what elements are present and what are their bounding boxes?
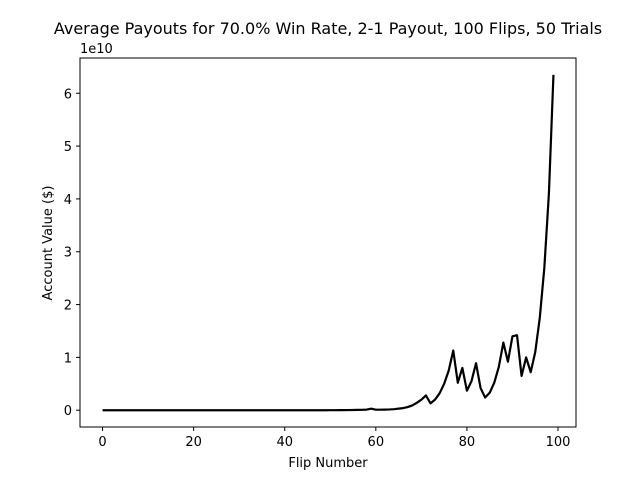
y-tick-label: 5 [64,140,72,155]
x-axis-label: Flip Number [288,456,368,471]
y-tick-label: 4 [64,193,72,208]
chart-title: Average Payouts for 70.0% Win Rate, 2-1 … [54,19,602,38]
y-offset-text: 1e10 [80,42,113,57]
x-tick-label: 100 [546,435,571,450]
x-tick-label: 0 [98,435,106,450]
line-series [102,74,555,412]
y-tick-label: 2 [64,299,72,314]
y-tick-label: 6 [64,87,72,102]
x-tick-label: 40 [276,435,293,450]
y-tick-label: 3 [64,246,72,261]
x-tick-label: 20 [185,435,202,450]
axes-frame [79,57,577,428]
y-tick-label: 0 [64,404,72,419]
y-axis-label: Account Value ($) [41,186,56,301]
x-tick-label: 80 [459,435,476,450]
x-tick-label: 60 [368,435,385,450]
y-tick-label: 1 [64,351,72,366]
